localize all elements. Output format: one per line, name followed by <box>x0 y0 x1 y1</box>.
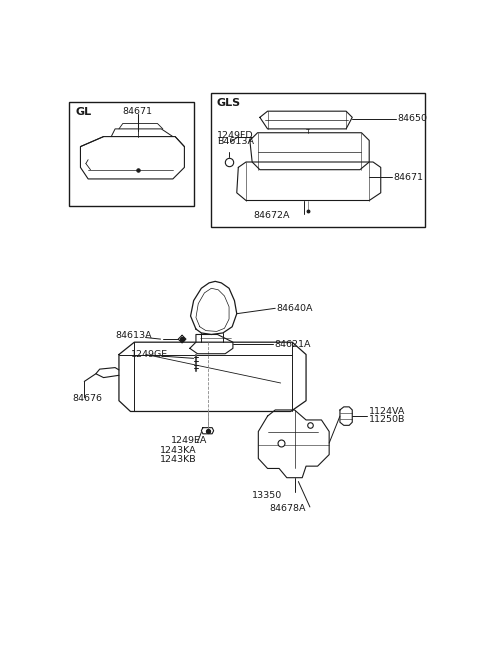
Text: 11250B: 11250B <box>369 415 405 424</box>
Text: 84678A: 84678A <box>269 504 306 513</box>
Bar <box>211 93 425 227</box>
Text: 1249GE: 1249GE <box>131 350 168 359</box>
Text: 1243KA: 1243KA <box>160 446 196 455</box>
Text: B4613A: B4613A <box>217 137 254 147</box>
Text: 84640A: 84640A <box>277 304 313 313</box>
Text: 1243KB: 1243KB <box>160 455 196 464</box>
Text: 84613A: 84613A <box>115 330 152 340</box>
Text: 84650: 84650 <box>398 114 428 124</box>
Text: 13350: 13350 <box>252 491 282 500</box>
Text: 1124VA: 1124VA <box>369 407 405 416</box>
Text: 84621A: 84621A <box>275 340 311 349</box>
Text: 1249FD: 1249FD <box>217 131 253 139</box>
Bar <box>69 102 193 206</box>
Text: GLS: GLS <box>217 98 241 108</box>
Text: 84672A: 84672A <box>254 212 290 220</box>
Text: 84671: 84671 <box>123 106 153 116</box>
Text: 84676: 84676 <box>73 394 103 403</box>
Text: 1249EA: 1249EA <box>170 436 207 445</box>
Text: GL: GL <box>75 107 91 117</box>
Text: 84671: 84671 <box>394 173 424 182</box>
